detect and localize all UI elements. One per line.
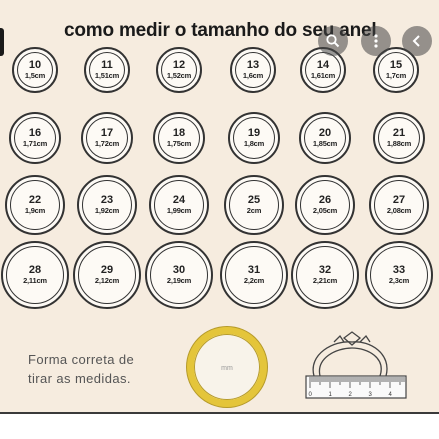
ring-diameter-cm: 2,21cm (312, 276, 338, 285)
ring-size-32: 32 2,21cm (291, 241, 359, 309)
ring-diameter-cm: 1,72cm (94, 139, 120, 148)
ring-diameter-cm: 2,05cm (312, 206, 338, 215)
ring-size-18: 18 1,75cm (153, 112, 205, 164)
search-icon (326, 34, 340, 48)
ring-size-number: 18 (172, 127, 186, 139)
ring-diameter-cm: 1,9cm (24, 206, 46, 215)
left-edge-marker (0, 28, 4, 56)
ring-diameter-cm: 1,85cm (312, 139, 338, 148)
ring-size-number: 30 (172, 264, 186, 276)
gold-ring-illustration: mm (187, 327, 267, 407)
ring-diameter-cm: 1,92cm (94, 206, 120, 215)
ring-size-26: 26 2,05cm (295, 175, 355, 235)
ring-size-number: 17 (100, 127, 114, 139)
ring-diameter-cm: 2,2cm (243, 276, 265, 285)
ruler-tick-label: 0 (309, 392, 313, 398)
ring-size-33: 33 2,3cm (365, 241, 433, 309)
ring-diameter-cm: 2,08cm (386, 206, 412, 215)
ring-diameter-cm: 1,5cm (24, 71, 46, 80)
ring-size-31: 31 2,2cm (220, 241, 288, 309)
ring-size-number: 32 (318, 264, 332, 276)
ring-diameter-cm: 2,11cm (23, 276, 47, 285)
ring-size-28: 28 2,11cm (1, 241, 69, 309)
ring-diameter-cm: 2,19cm (166, 276, 192, 285)
ring-diameter-cm: 1,99cm (166, 206, 192, 215)
ring-size-23: 23 1,92cm (77, 175, 137, 235)
ring-size-number: 28 (28, 264, 42, 276)
ring-size-27: 27 2,08cm (369, 175, 429, 235)
ring-size-25: 25 2cm (224, 175, 284, 235)
ring-diameter-cm: 1,88cm (386, 139, 412, 148)
ring-size-11: 11 1,51cm (84, 47, 130, 93)
ring-size-number: 15 (389, 59, 403, 71)
ring-size-16: 16 1,71cm (9, 112, 61, 164)
more-options-button[interactable] (361, 26, 391, 56)
ring-diameter-cm: 2,3cm (388, 276, 410, 285)
ruler-tick-label: 4 (389, 392, 393, 398)
ring-size-number: 31 (247, 264, 261, 276)
ring-diameter-cm: 2cm (246, 206, 262, 215)
ring-diameter-cm: 1,6cm (242, 71, 264, 80)
ring-size-12: 12 1,52cm (156, 47, 202, 93)
gold-ring-label: mm (221, 365, 233, 372)
ring-diameter-cm: 1,51cm (94, 71, 120, 80)
ring-size-number: 21 (392, 127, 406, 139)
ring-size-number: 26 (318, 194, 332, 206)
back-button[interactable] (402, 26, 432, 56)
back-arrow-icon (412, 35, 420, 47)
ring-diameter-cm: 1,75cm (166, 139, 192, 148)
ring-size-number: 29 (100, 264, 114, 276)
ring-on-ruler-illustration: 0 1 2 3 4 (305, 331, 407, 399)
ring-diameter-cm: 1,8cm (243, 139, 265, 148)
ring-diameter-cm: 1,7cm (385, 71, 407, 80)
ring-size-10: 10 1,5cm (12, 47, 58, 93)
ring-size-number: 24 (172, 194, 186, 206)
ring-size-24: 24 1,99cm (149, 175, 209, 235)
ring-diameter-cm: 1,61cm (310, 71, 336, 80)
ring-diameter-cm: 1,52cm (166, 71, 192, 80)
ring-size-number: 12 (172, 59, 186, 71)
ring-size-19: 19 1,8cm (228, 112, 280, 164)
ring-size-number: 20 (318, 127, 332, 139)
caption-line-1: Forma correta de (28, 352, 135, 367)
bottom-divider (0, 412, 439, 414)
ring-size-number: 25 (247, 194, 261, 206)
ring-size-number: 22 (28, 194, 42, 206)
more-options-icon (374, 34, 378, 48)
ring-size-22: 22 1,9cm (5, 175, 65, 235)
ring-size-number: 10 (28, 59, 42, 71)
ring-diameter-cm: 2,12cm (94, 276, 120, 285)
ring-size-number: 23 (100, 194, 114, 206)
ruler-tick-label: 3 (369, 392, 373, 398)
ring-size-number: 33 (392, 264, 406, 276)
search-button[interactable] (318, 26, 348, 56)
ring-size-30: 30 2,19cm (145, 241, 213, 309)
ring-size-29: 29 2,12cm (73, 241, 141, 309)
ruler-tick-label: 2 (349, 392, 353, 398)
measurement-caption: Forma correta de tirar as medidas. (28, 350, 134, 388)
ring-size-13: 13 1,6cm (230, 47, 276, 93)
ring-diameter-cm: 1,71cm (22, 139, 48, 148)
caption-line-2: tirar as medidas. (28, 371, 131, 386)
ring-size-chart-image: como medir o tamanho do seu anel 10 1,5cm… (0, 0, 439, 412)
ring-size-number: 27 (392, 194, 406, 206)
ring-size-number: 14 (316, 59, 330, 71)
ring-size-number: 16 (28, 127, 42, 139)
ring-size-17: 17 1,72cm (81, 112, 133, 164)
ring-size-21: 21 1,88cm (373, 112, 425, 164)
ring-size-number: 11 (101, 59, 113, 71)
chart-title: como medir o tamanho do seu anel (64, 20, 377, 41)
ring-size-number: 19 (247, 127, 261, 139)
ruler-tick-label: 1 (329, 392, 333, 398)
ring-size-number: 13 (246, 59, 260, 71)
ring-size-20: 20 1,85cm (299, 112, 351, 164)
